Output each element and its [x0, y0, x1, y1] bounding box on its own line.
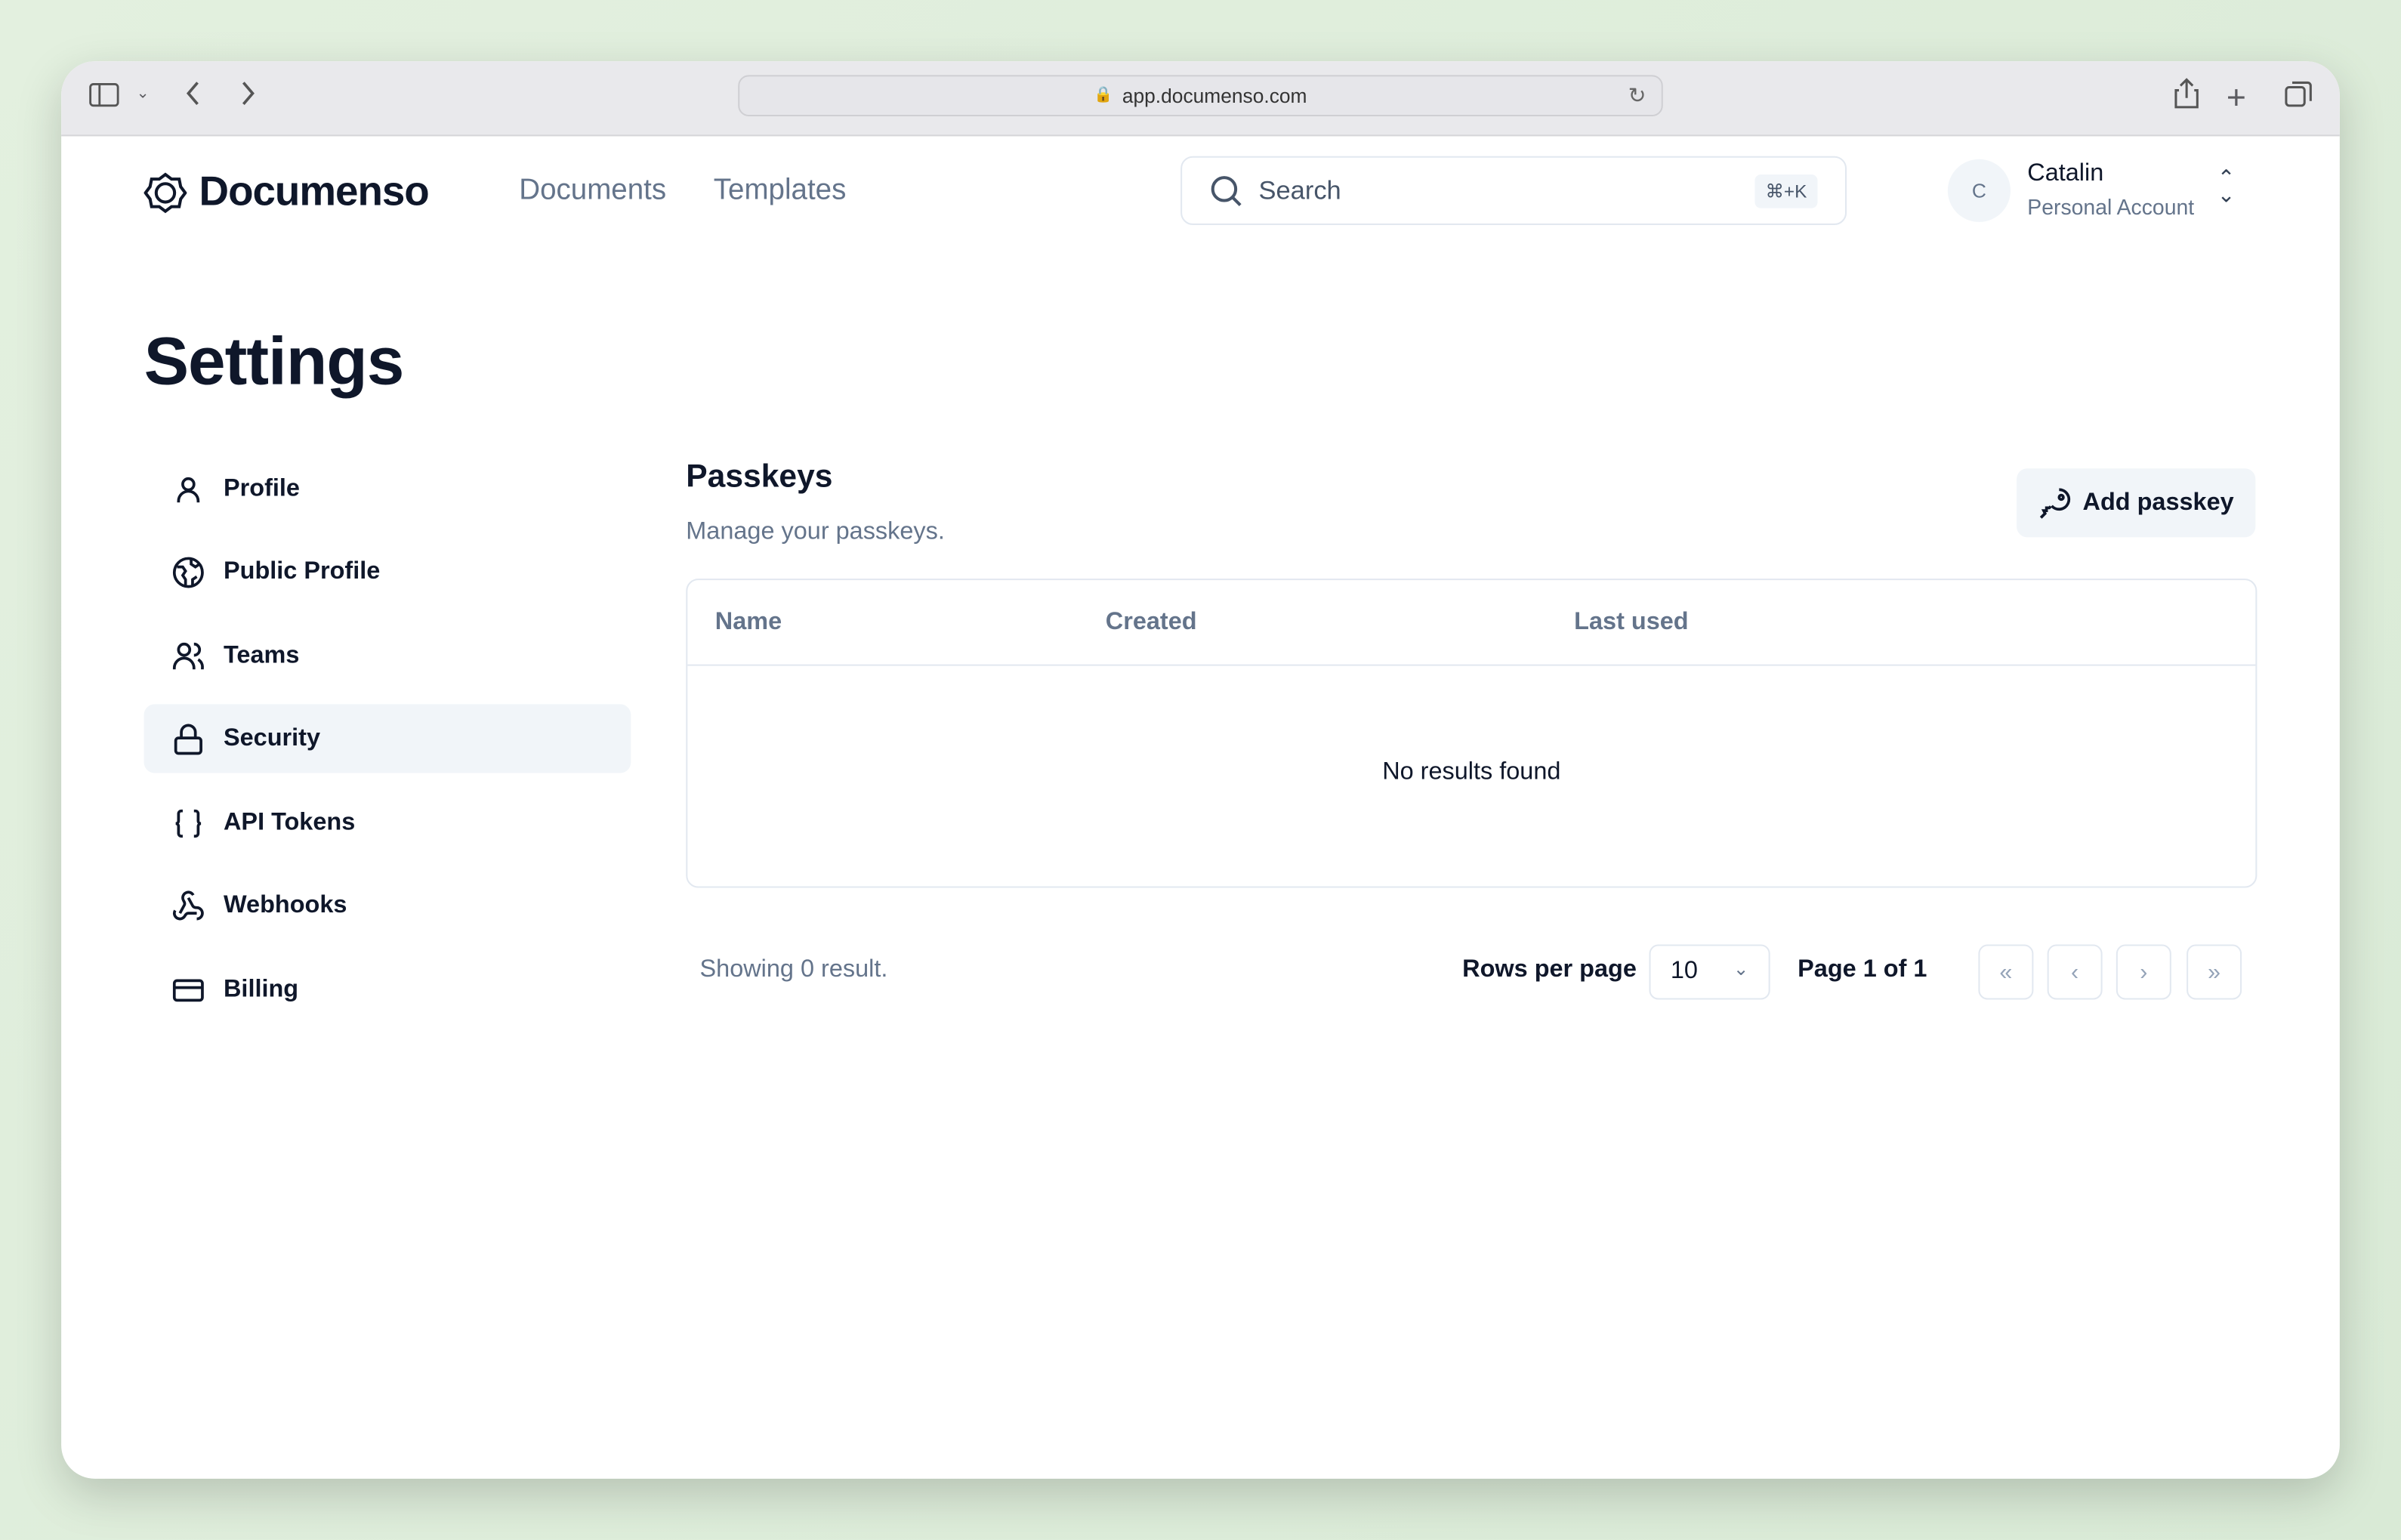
add-passkey-label: Add passkey: [2082, 489, 2234, 516]
results-count: Showing 0 result.: [699, 956, 888, 983]
sidebar-item-api-tokens[interactable]: API Tokens: [144, 789, 631, 857]
logo[interactable]: Documenso: [144, 168, 430, 216]
credit-card-icon: [172, 978, 204, 1001]
first-page-button[interactable]: «: [1978, 944, 2034, 1000]
sidebar-item-security[interactable]: Security: [144, 704, 631, 773]
globe-icon: [172, 556, 204, 588]
page-indicator: Page 1 of 1: [1798, 956, 1927, 983]
chevrons-up-down-icon: ⌃ ⌄: [2217, 165, 2236, 207]
sidebar-item-teams[interactable]: Teams: [144, 622, 631, 690]
sidebar-toggle-icon[interactable]: [89, 82, 120, 107]
page-title: Settings: [144, 324, 405, 400]
sidebar-item-label: Security: [224, 724, 321, 751]
nav-templates[interactable]: Templates: [713, 174, 847, 207]
sidebar-item-public-profile[interactable]: Public Profile: [144, 537, 631, 606]
sidebar-item-webhooks[interactable]: Webhooks: [144, 871, 631, 940]
nav-documents[interactable]: Documents: [519, 174, 667, 207]
new-tab-icon[interactable]: +: [2226, 78, 2246, 117]
browser-toolbar: ⌄ 🔒 app.documenso.com ↻ +: [61, 61, 2340, 137]
header-divider: [687, 664, 2256, 666]
sidebar-item-profile[interactable]: Profile: [144, 455, 631, 523]
key-icon: [2040, 487, 2071, 518]
account-switcher[interactable]: C Catalin Personal Account ⌃ ⌄: [1947, 158, 2254, 225]
search-icon: [1211, 175, 1242, 206]
lock-icon: 🔒: [1094, 87, 1113, 104]
empty-state: No results found: [1382, 759, 1561, 785]
address-bar[interactable]: 🔒 app.documenso.com ↻: [738, 75, 1663, 117]
add-passkey-button[interactable]: Add passkey: [2017, 468, 2256, 538]
search-input[interactable]: Search ⌘+K: [1180, 156, 1847, 225]
chevrons-right-icon: »: [2208, 958, 2221, 986]
chevron-down-icon[interactable]: ⌄: [136, 85, 150, 103]
tabs-overview-icon[interactable]: [2285, 81, 2312, 108]
passkeys-table: Name Created Last used No results found: [686, 579, 2257, 888]
sidebar-item-label: Public Profile: [224, 557, 381, 585]
search-shortcut: ⌘+K: [1754, 174, 1818, 208]
sidebar-item-label: Teams: [224, 642, 300, 668]
url-text: app.documenso.com: [1122, 84, 1307, 107]
share-icon[interactable]: [2173, 76, 2200, 110]
browser-window: ⌄ 🔒 app.documenso.com ↻ + Documenso Docu…: [61, 61, 2340, 1479]
forward-icon[interactable]: [239, 79, 257, 106]
account-type: Personal Account: [2027, 194, 2195, 219]
back-icon[interactable]: [184, 79, 202, 106]
sidebar-item-label: Webhooks: [224, 891, 347, 918]
logo-icon: [144, 171, 187, 213]
chevron-down-icon: ⌄: [1733, 958, 1749, 980]
user-name: Catalin: [2027, 160, 2104, 187]
last-page-button[interactable]: »: [2187, 944, 2242, 1000]
avatar: C: [1947, 159, 2011, 222]
column-header-created: Created: [1105, 609, 1197, 636]
section-title: Passkeys: [686, 459, 833, 495]
next-page-button[interactable]: ›: [2116, 944, 2171, 1000]
chevron-left-icon: ‹: [2071, 958, 2079, 986]
logo-text: Documenso: [199, 168, 430, 214]
rows-per-page-value: 10: [1670, 958, 1698, 985]
rows-per-page-select[interactable]: 10 ⌄: [1649, 944, 1770, 1000]
search-placeholder: Search: [1258, 175, 1341, 205]
webhook-icon: [172, 890, 204, 920]
sidebar-item-label: Profile: [224, 475, 300, 502]
chevron-right-icon: ›: [2140, 958, 2148, 986]
previous-page-button[interactable]: ‹: [2047, 944, 2103, 1000]
section-subtitle: Manage your passkeys.: [686, 519, 945, 545]
column-header-name: Name: [714, 609, 782, 636]
sidebar-item-label: API Tokens: [224, 809, 356, 835]
reload-icon[interactable]: ↻: [1628, 82, 1646, 107]
column-header-last-used: Last used: [1574, 609, 1689, 636]
sidebar-item-billing[interactable]: Billing: [144, 955, 631, 1024]
sidebar-item-label: Billing: [224, 976, 299, 1002]
chevrons-left-icon: «: [1999, 958, 2013, 986]
users-icon: [172, 641, 204, 669]
braces-icon: [175, 808, 202, 837]
rows-per-page-label: Rows per page: [1462, 956, 1637, 983]
user-icon: [177, 476, 200, 502]
lock-icon: [174, 723, 202, 755]
